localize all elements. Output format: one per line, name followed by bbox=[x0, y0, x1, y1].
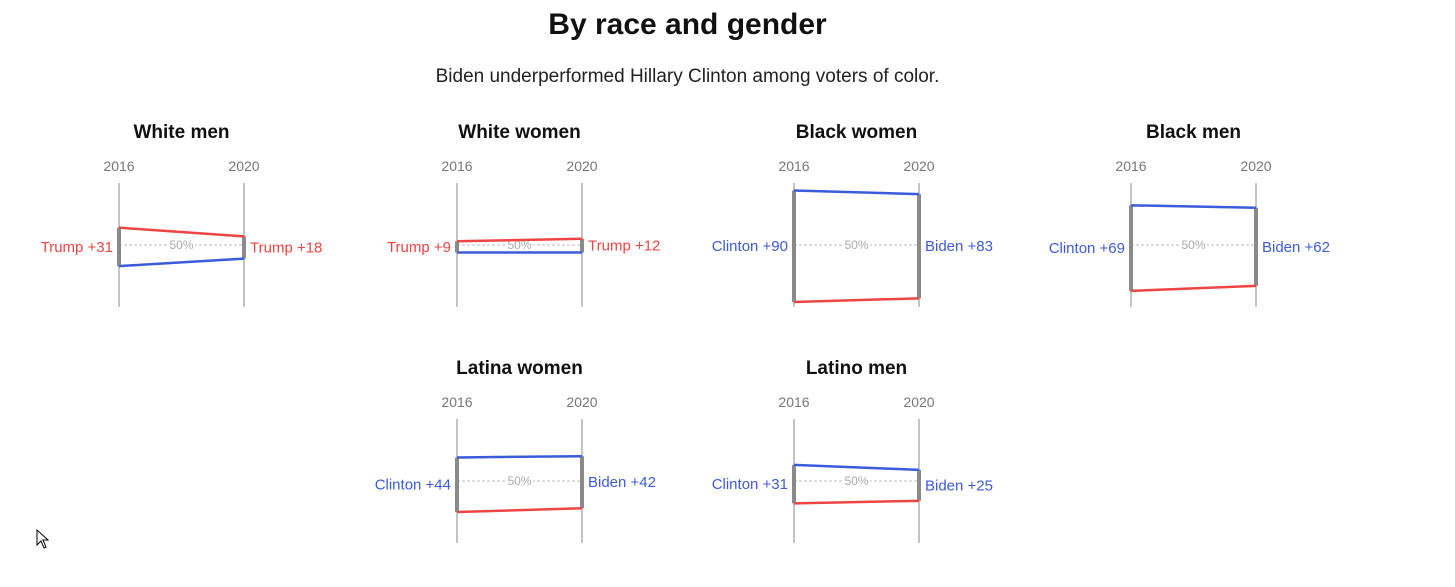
series-line-republican-black-women bbox=[793, 297, 920, 304]
margin-label-black-men-2016: Clinton +69 bbox=[1049, 240, 1125, 257]
panel-title-latina-women: Latina women bbox=[456, 358, 583, 379]
panel-title-latino-men: Latino men bbox=[806, 358, 907, 379]
panel-title-white-men: White men bbox=[133, 122, 229, 143]
year-label-black-men-2020: 2020 bbox=[1240, 158, 1271, 174]
series-line-democrat-white-men bbox=[118, 257, 245, 268]
year-label-latino-men-2016: 2016 bbox=[778, 394, 809, 410]
year-label-latino-men-2020: 2020 bbox=[903, 394, 934, 410]
margin-label-white-men-2020: Trump +18 bbox=[250, 239, 322, 256]
chart-area: White men 2016 2020 50% Trump +31 Trump +18 Wh… bbox=[41, 122, 1330, 543]
margin-label-latino-men-2016: Clinton +31 bbox=[712, 476, 788, 493]
series-line-republican-latino-men bbox=[793, 499, 920, 505]
margin-label-white-women-2016: Trump +9 bbox=[387, 239, 451, 256]
margin-label-latina-women-2016: Clinton +44 bbox=[375, 477, 451, 494]
year-label-white-women-2020: 2020 bbox=[566, 158, 597, 174]
year-label-white-women-2016: 2016 bbox=[441, 158, 472, 174]
margin-label-latina-women-2020: Biden +42 bbox=[588, 474, 656, 491]
series-line-republican-white-men bbox=[118, 226, 245, 238]
year-label-latina-women-2016: 2016 bbox=[441, 394, 472, 410]
series-line-republican-black-men bbox=[1130, 284, 1257, 293]
series-line-democrat-black-men bbox=[1130, 204, 1257, 210]
margin-label-black-women-2020: Biden +83 bbox=[925, 238, 993, 255]
year-label-white-men-2016: 2016 bbox=[103, 158, 134, 174]
panel-title-black-men: Black men bbox=[1146, 122, 1241, 143]
chart-subtitle: Biden underperformed Hillary Clinton amo… bbox=[435, 66, 940, 87]
mouse-cursor-icon bbox=[36, 529, 50, 549]
margin-label-latino-men-2020: Biden +25 bbox=[925, 477, 993, 494]
year-label-black-women-2020: 2020 bbox=[903, 158, 934, 174]
margin-label-black-men-2020: Biden +62 bbox=[1262, 239, 1330, 256]
midline-label-white-men: 50% bbox=[169, 238, 193, 252]
midline-label-latino-men: 50% bbox=[844, 474, 868, 488]
series-line-democrat-latina-women bbox=[456, 454, 583, 459]
margin-label-black-women-2016: Clinton +90 bbox=[712, 238, 788, 255]
chart-title: By race and gender bbox=[548, 8, 827, 41]
series-line-democrat-black-women bbox=[793, 189, 920, 196]
panel-title-black-women: Black women bbox=[796, 122, 917, 143]
year-label-black-men-2016: 2016 bbox=[1115, 158, 1146, 174]
series-line-republican-latina-women bbox=[456, 507, 583, 514]
year-label-white-men-2020: 2020 bbox=[228, 158, 259, 174]
margin-label-white-women-2020: Trump +12 bbox=[588, 238, 660, 255]
panel-title-white-women: White women bbox=[458, 122, 580, 143]
midline-label-black-men: 50% bbox=[1181, 238, 1205, 252]
midline-label-black-women: 50% bbox=[844, 238, 868, 252]
series-line-republican-white-women bbox=[456, 237, 583, 243]
midline-label-latina-women: 50% bbox=[507, 474, 531, 488]
series-line-democrat-latino-men bbox=[793, 463, 920, 472]
margin-label-white-men-2016: Trump +31 bbox=[41, 239, 113, 256]
year-label-black-women-2016: 2016 bbox=[778, 158, 809, 174]
year-label-latina-women-2020: 2020 bbox=[566, 394, 597, 410]
